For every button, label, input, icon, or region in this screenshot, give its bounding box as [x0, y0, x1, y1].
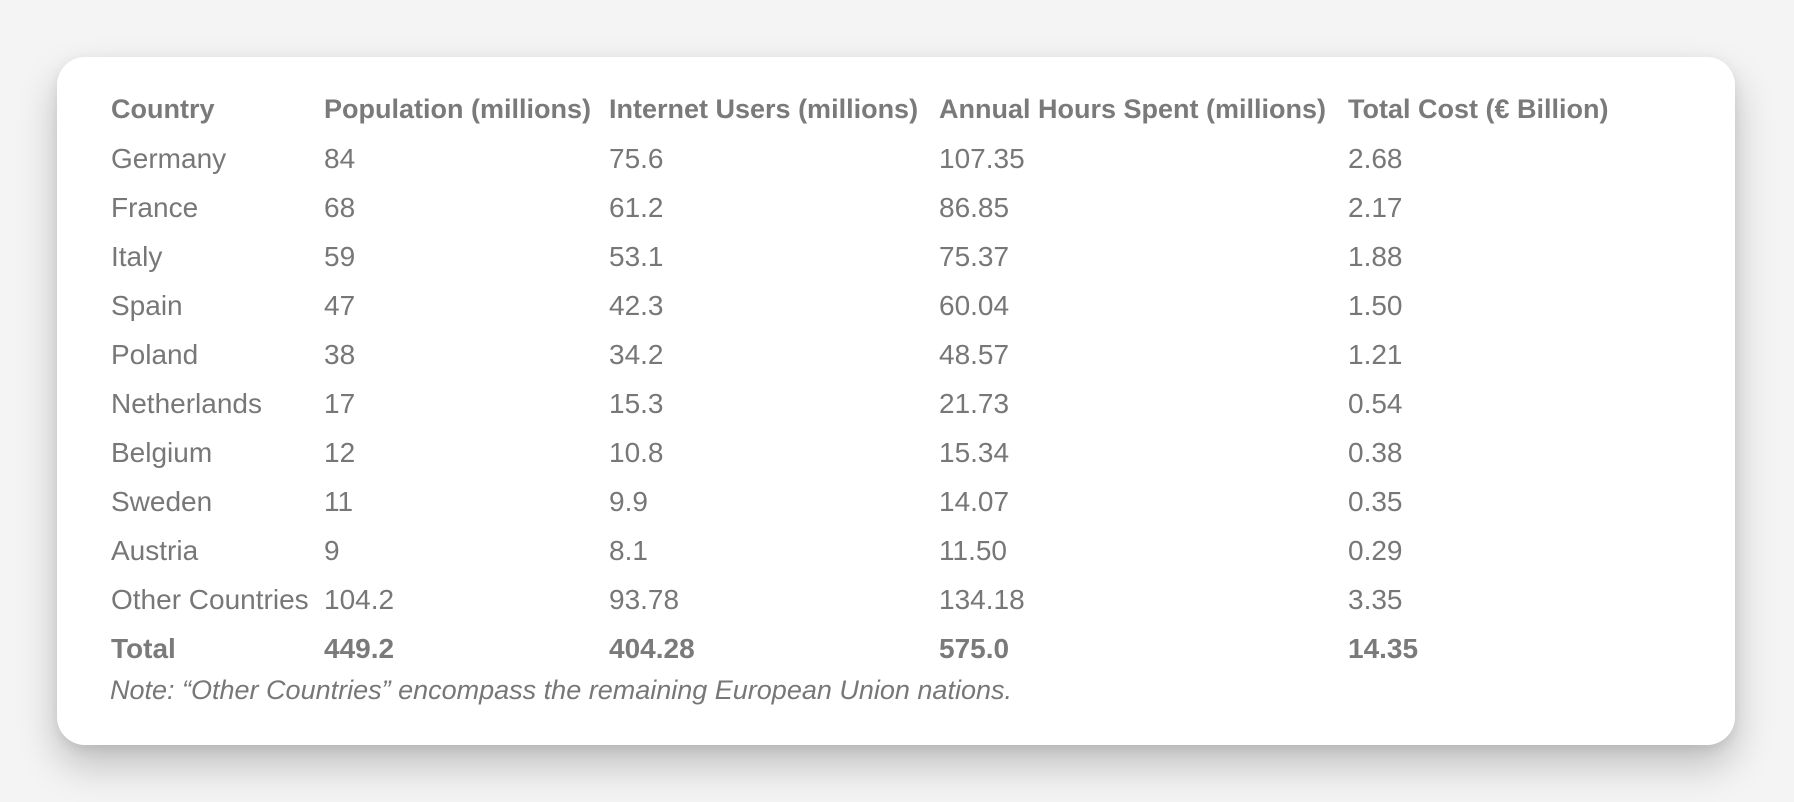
total-row: Total 449.2 404.28 575.0 14.35 [111, 624, 1678, 673]
cell-total-cost: 1.50 [1348, 289, 1403, 321]
cell-country: Netherlands [111, 387, 262, 419]
table-card: Country Population (millions) Internet U… [57, 57, 1735, 745]
cell-country: Italy [111, 240, 163, 272]
cell-total-cost: 0.35 [1348, 485, 1403, 517]
cell-total-cost: 2.17 [1348, 191, 1403, 223]
total-label: Total [111, 632, 176, 664]
cell-total-cost: 0.29 [1348, 534, 1403, 566]
cell-country: Other Countries [111, 583, 309, 615]
column-header-internet-users: Internet Users (millions) [609, 94, 919, 124]
cell-annual-hours: 21.73 [939, 387, 1010, 419]
cell-population: 68 [324, 191, 356, 223]
cell-annual-hours: 48.57 [939, 338, 1010, 370]
table-row: Austria 9 8.1 11.50 0.29 [111, 526, 1678, 575]
cell-total-cost: 1.88 [1348, 240, 1403, 272]
cell-internet-users: 93.78 [609, 583, 680, 615]
data-table: Country Population (millions) Internet U… [111, 85, 1678, 673]
table-row: Belgium 12 10.8 15.34 0.38 [111, 428, 1678, 477]
cell-population: 59 [324, 240, 356, 272]
header-row: Country Population (millions) Internet U… [111, 85, 1678, 134]
cell-internet-users: 53.1 [609, 240, 664, 272]
cell-population: 38 [324, 338, 356, 370]
cell-internet-users: 10.8 [609, 436, 664, 468]
cell-annual-hours: 107.35 [939, 142, 1025, 174]
cell-population: 84 [324, 142, 356, 174]
table-row: Netherlands 17 15.3 21.73 0.54 [111, 379, 1678, 428]
cell-internet-users: 8.1 [609, 534, 648, 566]
cell-internet-users: 15.3 [609, 387, 664, 419]
cell-internet-users: 9.9 [609, 485, 648, 517]
cell-internet-users: 61.2 [609, 191, 664, 223]
total-annual-hours: 575.0 [939, 632, 1010, 664]
cell-population: 47 [324, 289, 356, 321]
cell-population: 12 [324, 436, 356, 468]
cell-annual-hours: 86.85 [939, 191, 1010, 223]
cell-country: Spain [111, 289, 183, 321]
cell-country: Sweden [111, 485, 213, 517]
column-header-country: Country [111, 94, 215, 124]
table-row: Italy 59 53.1 75.37 1.88 [111, 232, 1678, 281]
cell-total-cost: 2.68 [1348, 142, 1403, 174]
table-row: France 68 61.2 86.85 2.17 [111, 183, 1678, 232]
cell-internet-users: 34.2 [609, 338, 664, 370]
cell-total-cost: 0.54 [1348, 387, 1403, 419]
cell-population: 104.2 [324, 583, 395, 615]
table-note: Note: “Other Countries” encompass the re… [110, 675, 1012, 705]
table-row: Other Countries 104.2 93.78 134.18 3.35 [111, 575, 1678, 624]
cell-country: Austria [111, 534, 199, 566]
cell-population: 17 [324, 387, 356, 419]
cell-internet-users: 75.6 [609, 142, 664, 174]
cell-annual-hours: 11.50 [939, 534, 1007, 566]
cell-annual-hours: 75.37 [939, 240, 1010, 272]
column-header-population: Population (millions) [324, 94, 591, 124]
total-internet-users: 404.28 [609, 632, 695, 664]
cell-annual-hours: 15.34 [939, 436, 1010, 468]
column-header-total-cost: Total Cost (€ Billion) [1348, 94, 1609, 124]
cell-population: 11 [324, 485, 354, 517]
cell-country: Germany [111, 142, 227, 174]
cell-country: France [111, 191, 199, 223]
table-row: Poland 38 34.2 48.57 1.21 [111, 330, 1678, 379]
column-header-annual-hours: Annual Hours Spent (millions) [939, 94, 1327, 124]
total-population: 449.2 [324, 632, 395, 664]
cell-country: Belgium [111, 436, 213, 468]
table-row: Spain 47 42.3 60.04 1.50 [111, 281, 1678, 330]
cell-total-cost: 3.35 [1348, 583, 1403, 615]
total-cost: 14.35 [1348, 632, 1419, 664]
cell-annual-hours: 14.07 [939, 485, 1010, 517]
cell-country: Poland [111, 338, 199, 370]
cell-population: 9 [324, 534, 340, 566]
cell-total-cost: 0.38 [1348, 436, 1403, 468]
table-row: Sweden 11 9.9 14.07 0.35 [111, 477, 1678, 526]
cell-annual-hours: 134.18 [939, 583, 1025, 615]
cell-annual-hours: 60.04 [939, 289, 1010, 321]
cell-total-cost: 1.21 [1348, 338, 1403, 370]
table-row: Germany 84 75.6 107.35 2.68 [111, 134, 1678, 183]
cell-internet-users: 42.3 [609, 289, 664, 321]
